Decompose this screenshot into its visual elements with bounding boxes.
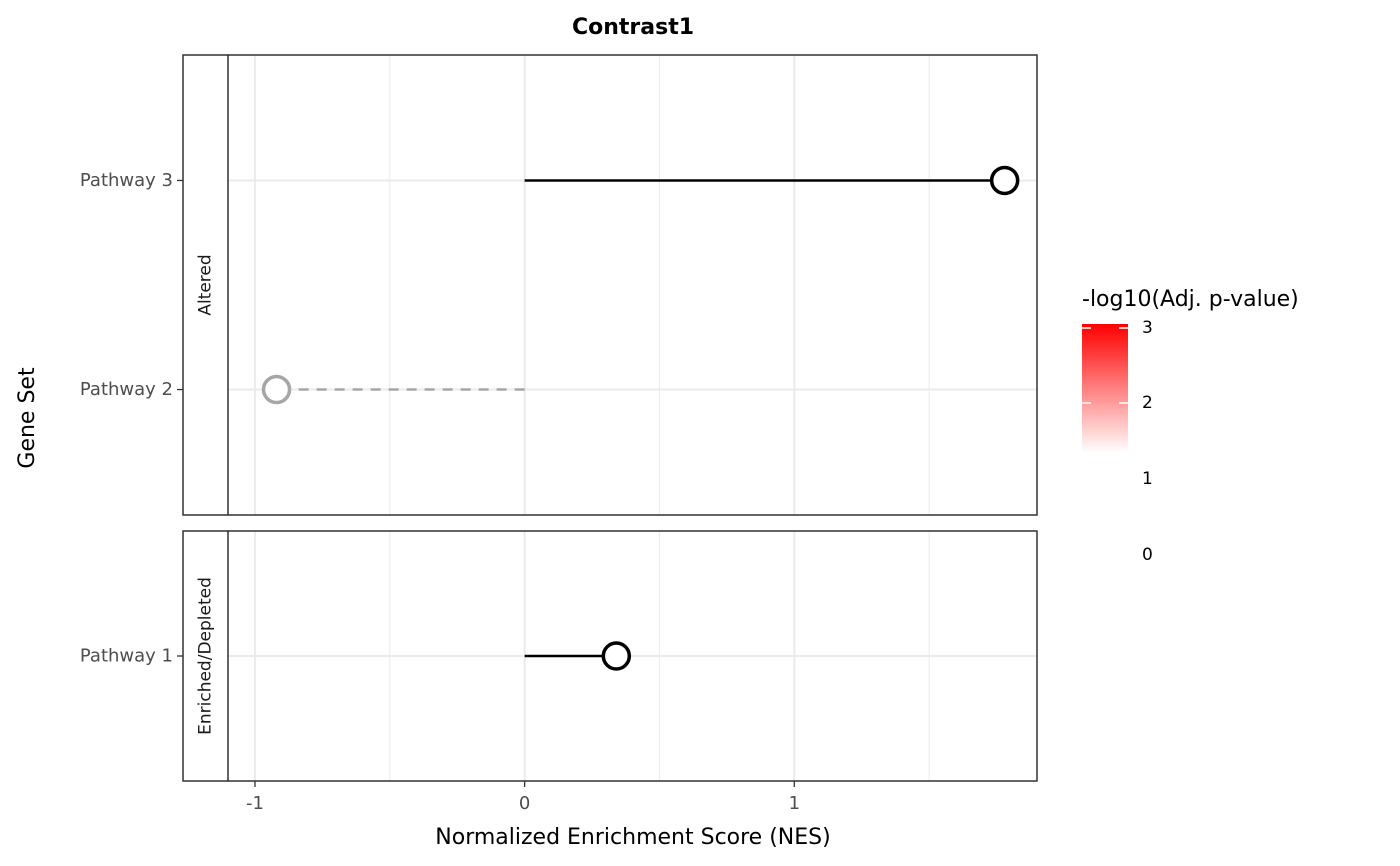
legend-tick-label: 2	[1142, 393, 1153, 413]
panel-background	[228, 55, 1037, 515]
legend-colorbar	[1082, 324, 1128, 453]
y-tick-label: Pathway 3	[80, 170, 173, 191]
x-tick-label: 0	[519, 793, 530, 814]
panel-enriched-depleted: Enriched/Depleted Pathway 1	[80, 530, 1038, 782]
x-tick-label: -1	[246, 793, 264, 814]
facet-outline	[182, 54, 1038, 516]
legend-ticks: 3 2 1 0	[1082, 318, 1153, 565]
x-tick-label: 1	[789, 793, 800, 814]
lollipop-point	[261, 374, 292, 405]
plot-panels: Altered Pathway 2 Pathway 3 Enriched/Deplet…	[80, 54, 1038, 782]
legend-tick-label: 1	[1142, 469, 1153, 489]
facet-strip-label: Enriched/Depleted	[196, 577, 216, 735]
x-axis-title: Normalized Enrichment Score (NES)	[435, 825, 830, 850]
x-axis: -1 0 1	[246, 781, 800, 814]
lollipop-point	[601, 641, 632, 671]
legend-title: -log10(Adj. p-value)	[1082, 287, 1299, 312]
y-tick-label: Pathway 1	[80, 646, 173, 667]
legend-tick-label: 0	[1142, 545, 1153, 565]
panel-altered: Altered Pathway 2 Pathway 3	[80, 54, 1038, 516]
lollipop-point	[989, 165, 1020, 196]
legend-tick-label: 3	[1142, 318, 1153, 338]
color-legend: -log10(Adj. p-value) 3 2 1 0	[1082, 287, 1299, 565]
chart-title: Contrast1	[572, 15, 694, 40]
y-axis-title: Gene Set	[15, 367, 40, 469]
y-tick-label: Pathway 2	[80, 379, 173, 400]
facet-strip-label: Altered	[196, 254, 216, 315]
